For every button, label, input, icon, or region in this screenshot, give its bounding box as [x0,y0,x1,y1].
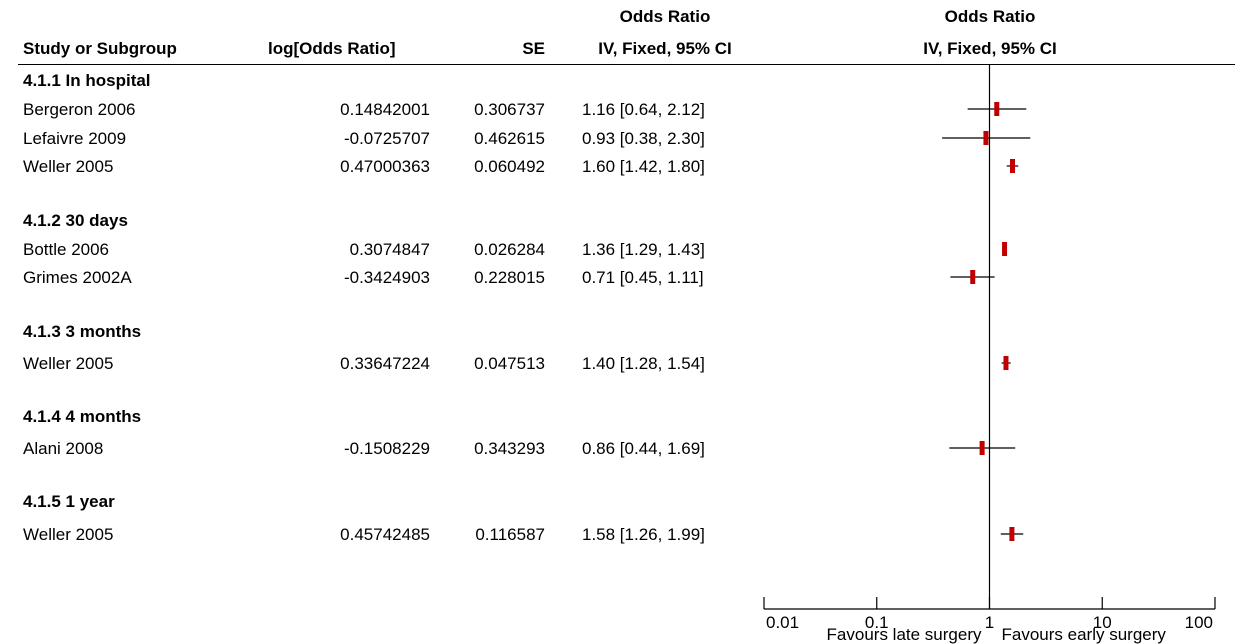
x-tick-label: 10 [1093,613,1112,632]
study-se: 0.060492 [474,157,545,176]
study-se: 0.116587 [475,525,545,544]
study-se: 0.343293 [474,439,545,458]
study-se: 0.026284 [474,240,545,259]
study-se: 0.047513 [474,354,545,373]
study-or-ci: 0.86 [0.44, 1.69] [582,439,705,458]
point-estimate-marker [1009,527,1015,541]
point-estimate-marker [979,441,985,455]
study-se: 0.462615 [474,129,545,148]
study-or-ci: 1.16 [0.64, 2.12] [582,100,705,119]
header-divider [18,64,1235,65]
x-tick-label: 1 [985,613,994,632]
study-name: Weller 2005 [23,354,114,373]
point-estimate-marker [994,102,1000,116]
study-or-ci: 1.36 [1.29, 1.43] [582,240,705,259]
favours-left-label: Favours late surgery [827,625,982,644]
point-estimate-marker [1002,242,1008,256]
point-estimate-marker [1010,159,1016,173]
study-or-ci: 1.60 [1.42, 1.80] [582,157,705,176]
subgroup-heading: 4.1.3 3 months [23,322,142,341]
x-tick-label: 0.1 [865,613,889,632]
study-log-or: 0.14842001 [340,100,430,119]
subgroup-heading: 4.1.5 1 year [23,492,115,511]
plot-column-header-top: Odds Ratio [944,7,1036,26]
plot-column-header-bottom: IV, Fixed, 95% CI [923,39,1057,58]
study-log-or: -0.3424903 [343,268,430,287]
study-log-or: 0.45742485 [340,525,430,544]
se-column-header: SE [522,39,545,58]
study-log-or: 0.47000363 [340,157,430,176]
favours-right-label: Favours early surgery [1002,625,1167,644]
subgroup-heading: 4.1.1 In hospital [23,71,151,90]
study-log-or: -0.1508229 [343,439,430,458]
study-name: Bergeron 2006 [23,100,136,119]
subgroup-heading: 4.1.4 4 months [23,407,142,426]
study-column-header: Study or Subgroup [23,39,177,58]
study-se: 0.228015 [474,268,545,287]
study-name: Weller 2005 [23,157,114,176]
point-estimate-marker [983,131,989,145]
study-or-ci: 0.71 [0.45, 1.11] [582,268,704,287]
study-se: 0.306737 [474,100,545,119]
point-estimate-marker [1003,356,1009,370]
study-log-or: -0.0725707 [343,129,430,148]
study-log-or: 0.33647224 [340,354,430,373]
point-estimate-marker [970,270,976,284]
subgroup-heading: 4.1.2 30 days [23,211,128,230]
x-tick-label: 100 [1185,613,1213,632]
study-or-ci: 1.40 [1.28, 1.54] [582,354,705,373]
log-or-column-header: log[Odds Ratio] [268,39,396,58]
x-tick-label: 0.01 [766,613,799,632]
study-name: Bottle 2006 [23,240,110,259]
study-name: Grimes 2002A [23,268,132,287]
study-name: Alani 2008 [23,439,104,458]
study-name: Lefaivre 2009 [23,129,127,148]
study-name: Weller 2005 [23,525,114,544]
study-or-ci: 1.58 [1.26, 1.99] [582,525,705,544]
or-column-header-top: Odds Ratio [619,7,711,26]
study-or-ci: 0.93 [0.38, 2.30] [582,129,705,148]
or-column-header-bottom: IV, Fixed, 95% CI [598,39,732,58]
study-log-or: 0.3074847 [349,240,430,259]
